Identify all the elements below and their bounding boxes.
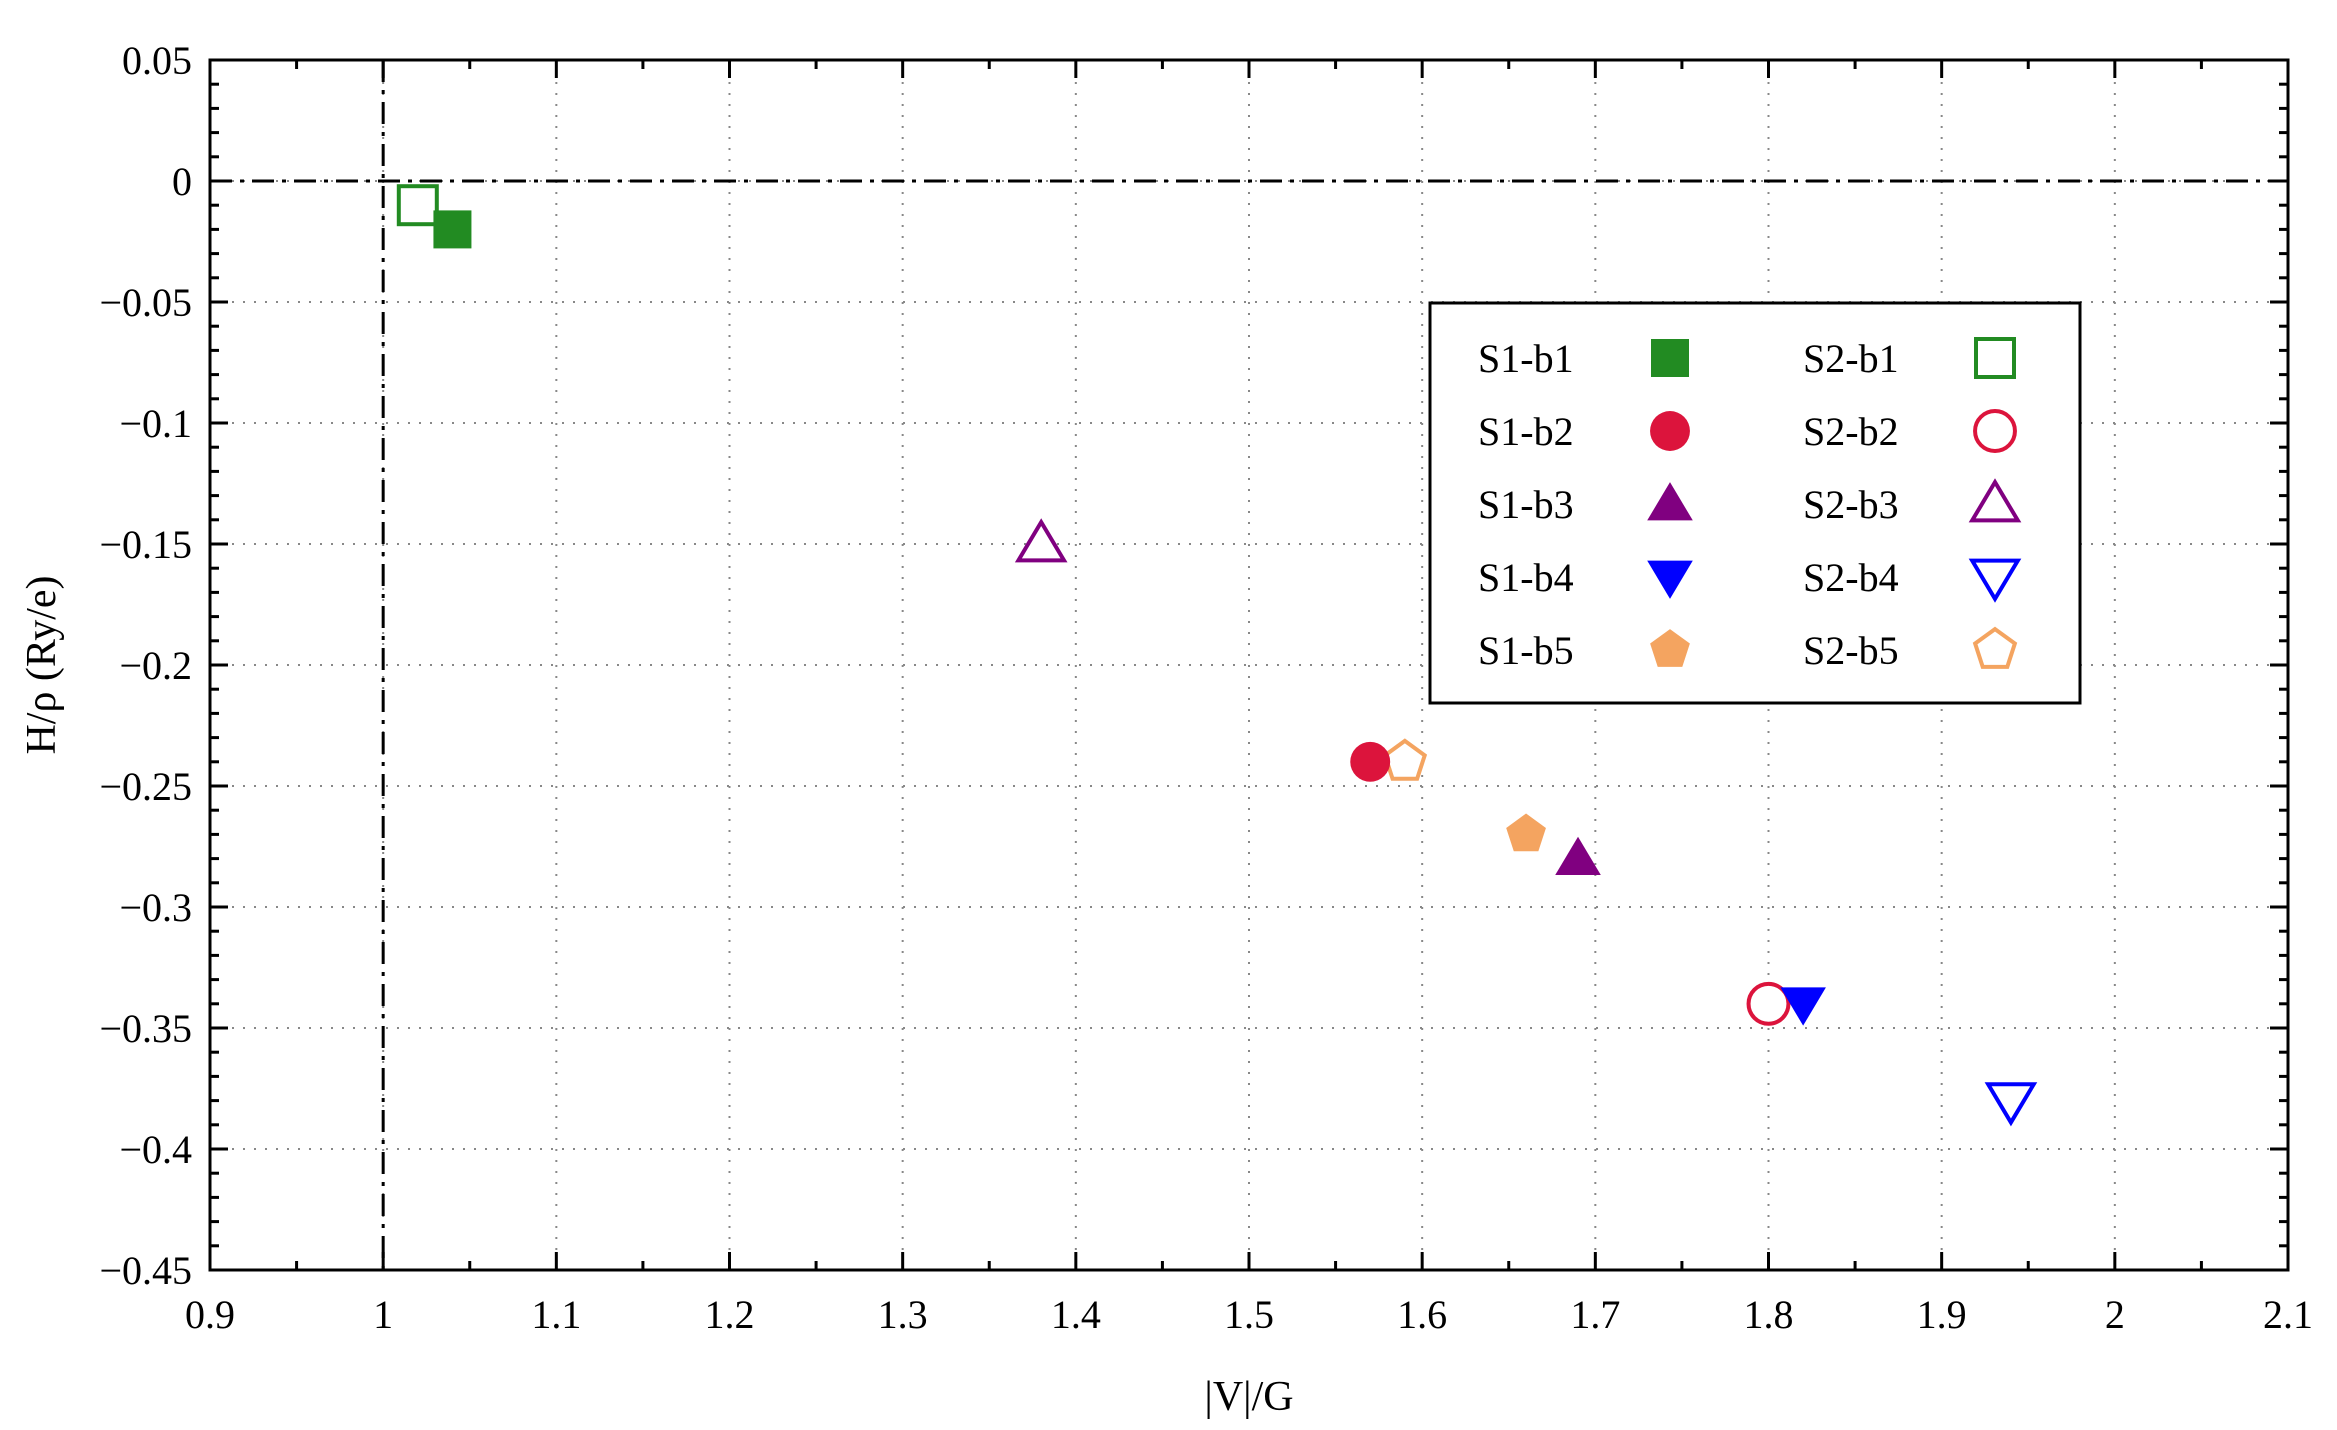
legend-entry-label: S2-b2: [1803, 409, 1899, 454]
y-tick-label: −0.1: [119, 401, 192, 446]
y-tick-label: −0.05: [99, 280, 192, 325]
x-tick-label: 1.3: [878, 1292, 928, 1337]
data-point-s1-b2: [1350, 741, 1391, 782]
x-tick-label: 1.2: [705, 1292, 755, 1337]
legend-box: [1428, 301, 2082, 705]
legend-entry-label: S1-b5: [1478, 628, 1574, 673]
x-tick-label: 1.4: [1051, 1292, 1101, 1337]
y-tick-label: −0.2: [119, 643, 192, 688]
y-tick-label: −0.15: [99, 522, 192, 567]
tick-labels: 0.9 1 1.1 1.2 1.3 1.4 1.5 1.6 1.7 1.8 1.9 2 2.1 0.05 0…: [99, 38, 2313, 1337]
legend-entry-label: S1-b4: [1478, 555, 1574, 600]
legend-marker-s1-b4: [1647, 560, 1693, 599]
legend-entry-label: S1-b1: [1478, 336, 1574, 381]
legend-entry-label: S2-b1: [1803, 336, 1899, 381]
x-tick-label: 2.1: [2263, 1292, 2313, 1337]
legend-entry-label: S2-b4: [1803, 555, 1899, 600]
legend-entry-label: S1-b3: [1478, 482, 1574, 527]
legend-entry-label: S1-b2: [1478, 409, 1574, 454]
data-point-s2-b2: [1746, 981, 1791, 1026]
data-point-s1-b3: [1555, 836, 1601, 875]
data-point-s2-b5: [1382, 738, 1428, 781]
y-tick-label: −0.25: [99, 764, 192, 809]
x-tick-label: 1.9: [1917, 1292, 1967, 1337]
x-tick-label: 2: [2105, 1292, 2125, 1337]
data-point-s1-b1: [433, 210, 472, 249]
legend-marker-s1-b1: [1651, 339, 1689, 377]
legend-marker-s2-b4: [1968, 558, 2022, 603]
legend-entry-label: S2-b3: [1803, 482, 1899, 527]
legend: S1-b1 S1-b2 S1-b3 S1-b4 S1-b5 S2-b1 S2-b2 S2-b3…: [1428, 301, 2082, 705]
y-axis-label: H/ρ (Ry/e): [19, 575, 65, 754]
x-tick-label: 0.9: [185, 1292, 235, 1337]
data-point-s2-b1: [396, 184, 439, 227]
y-tick-label: −0.45: [99, 1248, 192, 1293]
legend-marker-s2-b5: [1972, 626, 2018, 669]
plot-frame: [208, 58, 2290, 1272]
x-tick-label: 1.7: [1570, 1292, 1620, 1337]
x-tick-label: 1: [373, 1292, 393, 1337]
y-tick-label: 0: [172, 159, 192, 204]
legend-marker-s2-b1: [1974, 337, 2016, 379]
legend-marker-s2-b2: [1973, 409, 2017, 453]
reference-lines: [210, 60, 2288, 1270]
x-tick-label: 1.6: [1397, 1292, 1447, 1337]
legend-marker-s1-b2: [1650, 411, 1690, 451]
y-tick-label: −0.35: [99, 1006, 192, 1051]
data-point-s2-b3: [1014, 518, 1068, 563]
x-tick-label: 1.1: [531, 1292, 581, 1337]
data-point-s1-b5: [1506, 813, 1546, 852]
x-axis-label: |V|/G: [1204, 1374, 1293, 1420]
data-points: [396, 184, 2038, 1127]
x-tick-label: 1.8: [1744, 1292, 1794, 1337]
data-point-s1-b4: [1780, 987, 1826, 1026]
legend-entry-label: S2-b5: [1803, 628, 1899, 673]
legend-marker-s1-b3: [1647, 482, 1693, 521]
y-tick-label: −0.3: [119, 885, 192, 930]
y-tick-label: 0.05: [122, 38, 192, 83]
legend-marker-s1-b5: [1650, 629, 1690, 667]
data-point-s2-b4: [1984, 1082, 2038, 1127]
x-tick-label: 1.5: [1224, 1292, 1274, 1337]
legend-marker-s2-b3: [1968, 478, 2022, 523]
y-tick-label: −0.4: [119, 1127, 192, 1172]
